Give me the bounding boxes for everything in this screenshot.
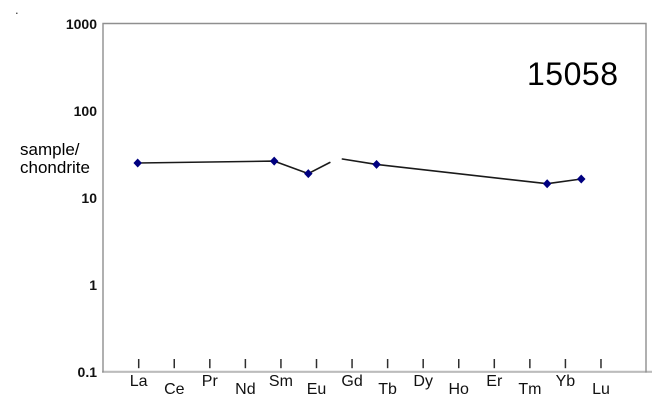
y-tick-label: 100 (73, 102, 97, 119)
x-tick-label-tb: Tb (378, 381, 397, 398)
ree-pattern-line (136, 160, 331, 175)
x-tick-label-lu: Lu (592, 381, 610, 398)
y-tick-label: 10 (81, 189, 97, 206)
data-point-marker (542, 179, 552, 189)
x-tick-label-eu: Eu (306, 381, 327, 398)
plot-border (102, 22, 647, 373)
data-point-marker (577, 174, 586, 184)
y-tick-label: 1 (89, 276, 97, 293)
x-tick-label-yb: Yb (555, 373, 576, 390)
y-tick-label: 0.1 (77, 363, 97, 380)
stray-dot: . (15, 2, 19, 17)
y-axis-title-line1: sample/ (20, 140, 80, 159)
data-point-marker (372, 159, 381, 169)
x-tick-label-ce: Ce (164, 381, 185, 398)
x-tick-label-gd: Gd (341, 373, 363, 390)
x-tick-label-ho: Ho (448, 381, 469, 398)
y-tick-label: 1000 (65, 15, 97, 32)
x-tick-label-pr: Pr (201, 373, 218, 390)
data-point-marker (133, 158, 142, 168)
ree-pattern-line (341, 158, 583, 185)
x-tick-label-sm: Sm (268, 373, 293, 390)
x-tick-label-la: La (129, 373, 148, 390)
y-axis-title: sample/ chondrite (20, 141, 90, 177)
data-point-marker (269, 156, 279, 166)
x-tick-label-nd: Nd (235, 381, 256, 398)
x-tick-label-dy: Dy (413, 373, 433, 390)
x-tick-label-er: Er (486, 373, 503, 390)
x-tick-label-tm: Tm (518, 381, 542, 398)
sample-id-label: 15058 (527, 56, 619, 92)
data-point-marker (304, 169, 313, 179)
y-axis-title-line2: chondrite (20, 158, 90, 177)
